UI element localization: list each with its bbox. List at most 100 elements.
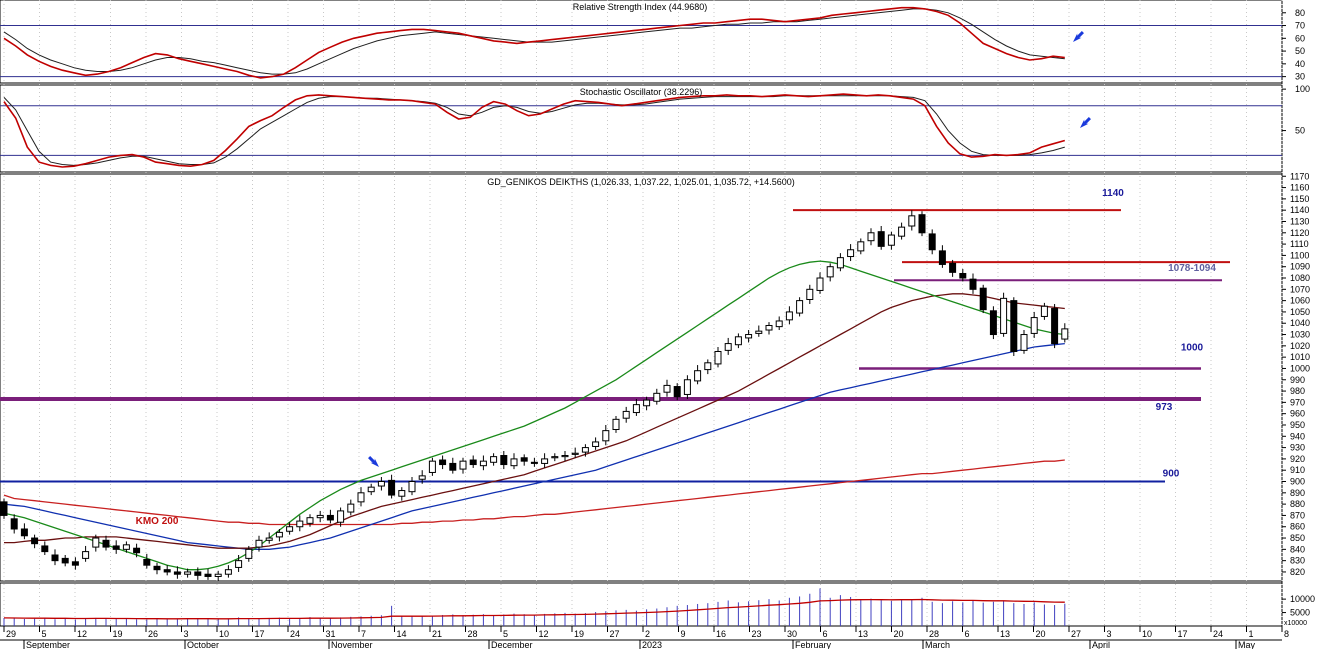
candle-body <box>847 249 855 258</box>
candle <box>286 522 294 535</box>
price-tick-label: 1030 <box>1290 330 1310 340</box>
price-tick-label: 1170 <box>1290 171 1309 181</box>
candle <box>898 222 906 240</box>
candle-body <box>632 404 640 414</box>
candle-body <box>337 510 345 523</box>
price-tick-label: 880 <box>1290 499 1305 509</box>
candle <box>265 532 273 544</box>
candle <box>551 453 559 462</box>
candle-body <box>775 320 783 328</box>
candle <box>112 540 120 554</box>
price-tick-label: 1010 <box>1290 352 1310 362</box>
candle-body <box>938 250 946 265</box>
candle <box>734 333 742 349</box>
candle-body <box>0 501 8 516</box>
x-tick-label: 12 <box>539 629 549 639</box>
ma-blue-line <box>3 342 1065 550</box>
candle-body <box>122 544 130 550</box>
candle <box>755 325 763 337</box>
price-tick-label: 900 <box>1290 477 1305 487</box>
price-tick-label: 1050 <box>1290 307 1310 317</box>
candle-body <box>826 266 834 278</box>
candle-body <box>286 526 294 532</box>
price-tick-label: 1100 <box>1290 250 1309 260</box>
ma-200-label: KMO 200 <box>136 516 179 527</box>
price-tick-label: 820 <box>1290 567 1305 577</box>
candle <box>867 228 875 246</box>
candle-body <box>459 460 467 470</box>
candle-body <box>184 571 192 575</box>
price-tick-label: 1080 <box>1290 273 1310 283</box>
candle-body <box>571 452 579 455</box>
candle <box>989 306 997 340</box>
candle-body <box>377 481 385 487</box>
candle <box>847 244 855 262</box>
candle-body <box>510 458 518 467</box>
candle-body <box>255 539 263 548</box>
price-tick-label: 1020 <box>1290 341 1310 351</box>
candle-body <box>194 571 202 576</box>
candle <box>581 444 589 457</box>
x-tick-label: 19 <box>574 629 584 639</box>
rsi-tick-label: 70 <box>1295 21 1305 31</box>
candle <box>357 487 365 507</box>
x-tick-label: 7 <box>361 629 366 639</box>
x-tick-label: 21 <box>432 629 442 639</box>
candle <box>816 272 824 294</box>
candle-body <box>530 461 538 464</box>
candle <box>214 570 222 581</box>
month-label: February <box>795 640 832 649</box>
candle <box>173 566 181 579</box>
candle <box>449 457 457 474</box>
candle-body <box>653 392 661 402</box>
candle-body <box>41 545 49 553</box>
level-label-973: 973 <box>1156 402 1173 413</box>
candle-body <box>1040 305 1048 317</box>
candle-body <box>979 287 987 311</box>
price-tick-label: 1140 <box>1290 205 1309 215</box>
candle-body <box>1061 328 1069 340</box>
x-tick-label: 1 <box>1249 629 1254 639</box>
candle-body <box>551 456 559 459</box>
stoch-tick-label: 50 <box>1295 126 1305 136</box>
candle-body <box>500 455 508 466</box>
candle <box>133 543 141 558</box>
price-tick-label: 1040 <box>1290 318 1310 328</box>
x-tick-label: 26 <box>148 629 158 639</box>
price-tick-label: 910 <box>1290 465 1305 475</box>
candle-body <box>408 481 416 493</box>
candle <box>510 453 518 470</box>
ma-green-line <box>3 260 1065 571</box>
candle-body <box>20 528 28 537</box>
candle-body <box>71 561 79 566</box>
candle-body <box>704 362 712 371</box>
level-label-900: 900 <box>1163 469 1180 480</box>
candle <box>10 514 18 534</box>
candle-body <box>1000 297 1008 334</box>
price-tick-label: 1160 <box>1290 183 1309 193</box>
candle <box>826 263 834 282</box>
candle-body <box>428 460 436 473</box>
candle <box>224 565 232 578</box>
candle-body <box>959 272 967 279</box>
candle <box>500 450 508 470</box>
candle <box>530 457 538 467</box>
candle <box>347 499 355 516</box>
candle <box>490 453 498 466</box>
candle-body <box>306 517 314 524</box>
ma-darkred-line <box>4 293 1065 549</box>
price-tick-label: 830 <box>1290 556 1305 566</box>
candle <box>20 523 28 540</box>
price-tick-label: 870 <box>1290 510 1305 520</box>
x-tick-label: 30 <box>787 629 797 639</box>
candle-body <box>806 288 814 300</box>
price-title: GD_GENIKOS DEIKTHS (1,026.33, 1,037.22, … <box>487 177 794 187</box>
candle-body <box>541 458 549 464</box>
arrow-shaft <box>1076 31 1084 39</box>
x-tick-label: 8 <box>1284 629 1289 639</box>
x-tick-label: 17 <box>255 629 265 639</box>
candle <box>1020 330 1028 354</box>
candle <box>949 259 957 277</box>
